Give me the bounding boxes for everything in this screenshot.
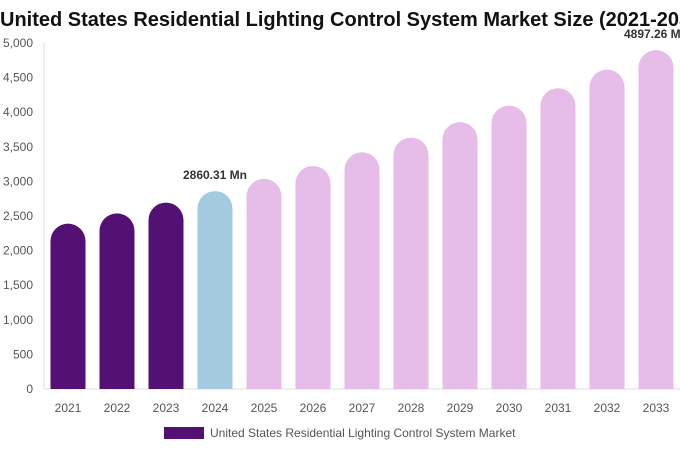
bar-2024 — [197, 191, 233, 389]
y-tick-label: 4,000 — [3, 105, 33, 119]
legend-label: United States Residential Lighting Contr… — [210, 426, 516, 440]
bar-2033 — [638, 50, 674, 389]
y-tick-label: 2,000 — [3, 244, 33, 258]
bar-2023 — [148, 202, 184, 389]
bar-2026 — [295, 165, 331, 389]
x-tick-label: 2033 — [643, 401, 670, 415]
x-tick-label: 2022 — [104, 401, 131, 415]
x-tick-label: 2024 — [202, 401, 229, 415]
bar-2021 — [50, 223, 86, 389]
x-tick-label: 2029 — [447, 401, 474, 415]
y-tick-label: 3,500 — [3, 140, 33, 154]
x-tick-label: 2021 — [55, 401, 82, 415]
bar-2030 — [491, 105, 527, 389]
x-tick-label: 2025 — [251, 401, 278, 415]
x-tick-label: 2031 — [545, 401, 572, 415]
legend-swatch — [164, 427, 204, 439]
x-tick-label: 2030 — [496, 401, 523, 415]
y-tick-label: 2,500 — [3, 209, 33, 223]
y-tick-label: 500 — [13, 347, 33, 361]
bar-2022 — [99, 213, 135, 389]
data-label: 2860.31 Mn — [183, 168, 247, 182]
y-tick-label: 3,000 — [3, 174, 33, 188]
y-tick-label: 0 — [26, 382, 33, 396]
legend: United States Residential Lighting Contr… — [164, 426, 515, 440]
bar-2027 — [344, 152, 380, 389]
x-tick-label: 2028 — [398, 401, 425, 415]
bar-2025 — [246, 178, 282, 389]
bar-2032 — [589, 69, 625, 389]
x-tick-label: 2027 — [349, 401, 376, 415]
y-tick-label: 1,000 — [3, 313, 33, 327]
bar-2028 — [393, 137, 429, 389]
y-tick-label: 5,000 — [3, 36, 33, 50]
x-tick-label: 2026 — [300, 401, 327, 415]
data-label: 4897.26 Mn — [624, 27, 680, 41]
x-tick-label: 2023 — [153, 401, 180, 415]
y-tick-label: 1,500 — [3, 278, 33, 292]
y-tick-label: 4,500 — [3, 71, 33, 85]
bar-2029 — [442, 122, 478, 390]
bar-2031 — [540, 88, 576, 390]
chart-title: United States Residential Lighting Contr… — [0, 9, 680, 31]
x-tick-label: 2032 — [594, 401, 621, 415]
